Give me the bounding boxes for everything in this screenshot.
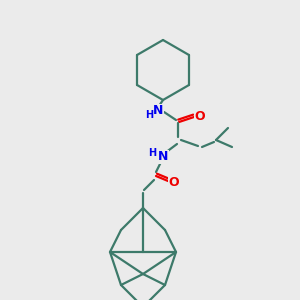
Text: N: N xyxy=(153,104,163,118)
Text: H: H xyxy=(148,148,156,158)
Text: N: N xyxy=(158,151,168,164)
Text: H: H xyxy=(145,110,153,120)
Text: O: O xyxy=(169,176,179,188)
Text: O: O xyxy=(195,110,205,124)
